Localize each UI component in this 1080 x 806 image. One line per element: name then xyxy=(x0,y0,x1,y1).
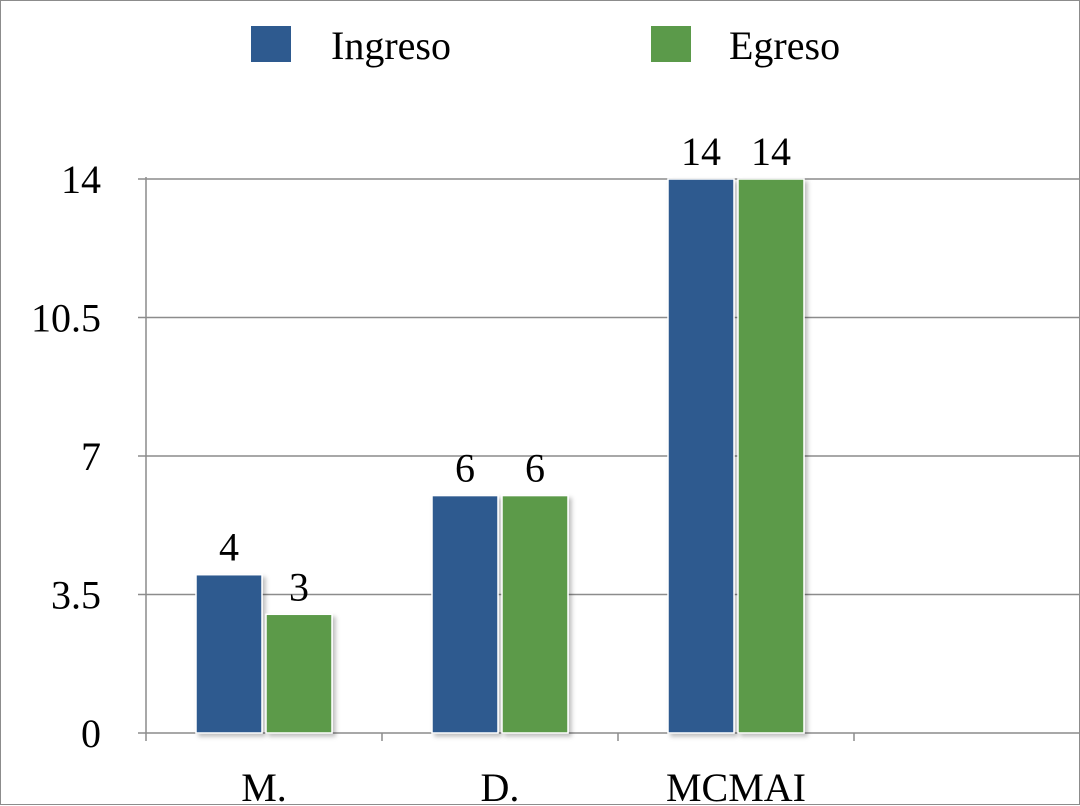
data-label: 6 xyxy=(455,446,475,491)
legend-swatch-ingreso xyxy=(251,26,291,62)
bar-egreso-0 xyxy=(265,613,333,734)
x-tick-label: D. xyxy=(481,765,520,806)
data-label: 14 xyxy=(751,129,791,174)
legend-label-egreso: Egreso xyxy=(729,23,840,68)
data-label: 4 xyxy=(219,525,239,570)
legend: Ingreso Egreso xyxy=(251,23,840,68)
data-label: 3 xyxy=(289,564,309,609)
bar-ingreso-2 xyxy=(667,178,735,734)
x-tick-label: M. xyxy=(241,765,287,806)
data-labels: 4 3 6 6 14 14 xyxy=(219,129,791,609)
x-tick-label: MCMAI xyxy=(666,765,806,806)
data-label: 6 xyxy=(525,446,545,491)
data-label: 14 xyxy=(681,129,721,174)
legend-swatch-egreso xyxy=(651,26,691,62)
legend-label-ingreso: Ingreso xyxy=(331,23,451,68)
y-tick-label: 7 xyxy=(81,434,101,479)
y-tick-label: 14 xyxy=(61,157,101,202)
bar-egreso-2 xyxy=(737,178,805,734)
y-tick-label: 3.5 xyxy=(51,573,101,618)
bar-ingreso-1 xyxy=(431,494,499,734)
y-tick-label: 10.5 xyxy=(31,296,101,341)
y-tick-label: 0 xyxy=(81,711,101,756)
gridlines xyxy=(146,178,1080,596)
bar-ingreso-0 xyxy=(195,573,263,734)
bars xyxy=(195,178,805,734)
bar-egreso-1 xyxy=(501,494,569,734)
